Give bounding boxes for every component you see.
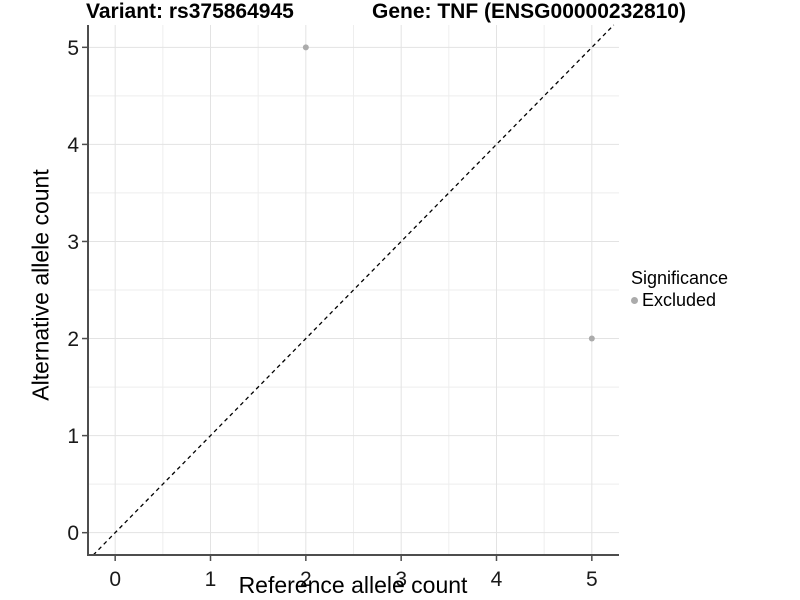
x-axis-title: Reference allele count	[238, 572, 468, 598]
legend-title: Significance	[631, 268, 729, 288]
plot-title-variant: Variant: rs375864945	[86, 0, 294, 23]
axis-tick-labels: 0 1 2 3 4 5 0 1 2 3 4 5	[67, 37, 597, 591]
y-tick-label: 1	[67, 425, 79, 448]
legend-item-label: Excluded	[642, 290, 717, 310]
x-tick-label: 3	[395, 568, 407, 591]
y-tick-label: 5	[67, 37, 79, 60]
legend: Significance Excluded	[631, 267, 728, 311]
grid-minor	[88, 25, 619, 555]
x-tick-label: 0	[109, 568, 121, 591]
data-points	[302, 44, 595, 342]
axis-lines	[87, 25, 619, 556]
y-tick-label: 0	[67, 522, 79, 545]
y-tick-label: 2	[67, 328, 79, 351]
legend-item-excluded: Excluded	[631, 289, 728, 311]
plot-title-gene: Gene: TNF (ENSG00000232810)	[372, 0, 686, 23]
data-point	[588, 335, 595, 342]
grid-major	[88, 25, 619, 555]
x-tick-label: 2	[300, 568, 312, 591]
y-tick-label: 3	[67, 231, 79, 254]
legend-point-icon	[631, 296, 638, 304]
y-axis-title: Alternative allele count	[27, 169, 54, 401]
axis-tick-marks	[82, 46, 593, 561]
identity-reference-line	[92, 24, 615, 556]
data-point	[302, 44, 309, 51]
y-tick-label: 4	[67, 134, 79, 157]
x-tick-label: 5	[586, 568, 598, 591]
x-tick-label: 1	[205, 568, 217, 591]
x-tick-label: 4	[491, 568, 503, 591]
